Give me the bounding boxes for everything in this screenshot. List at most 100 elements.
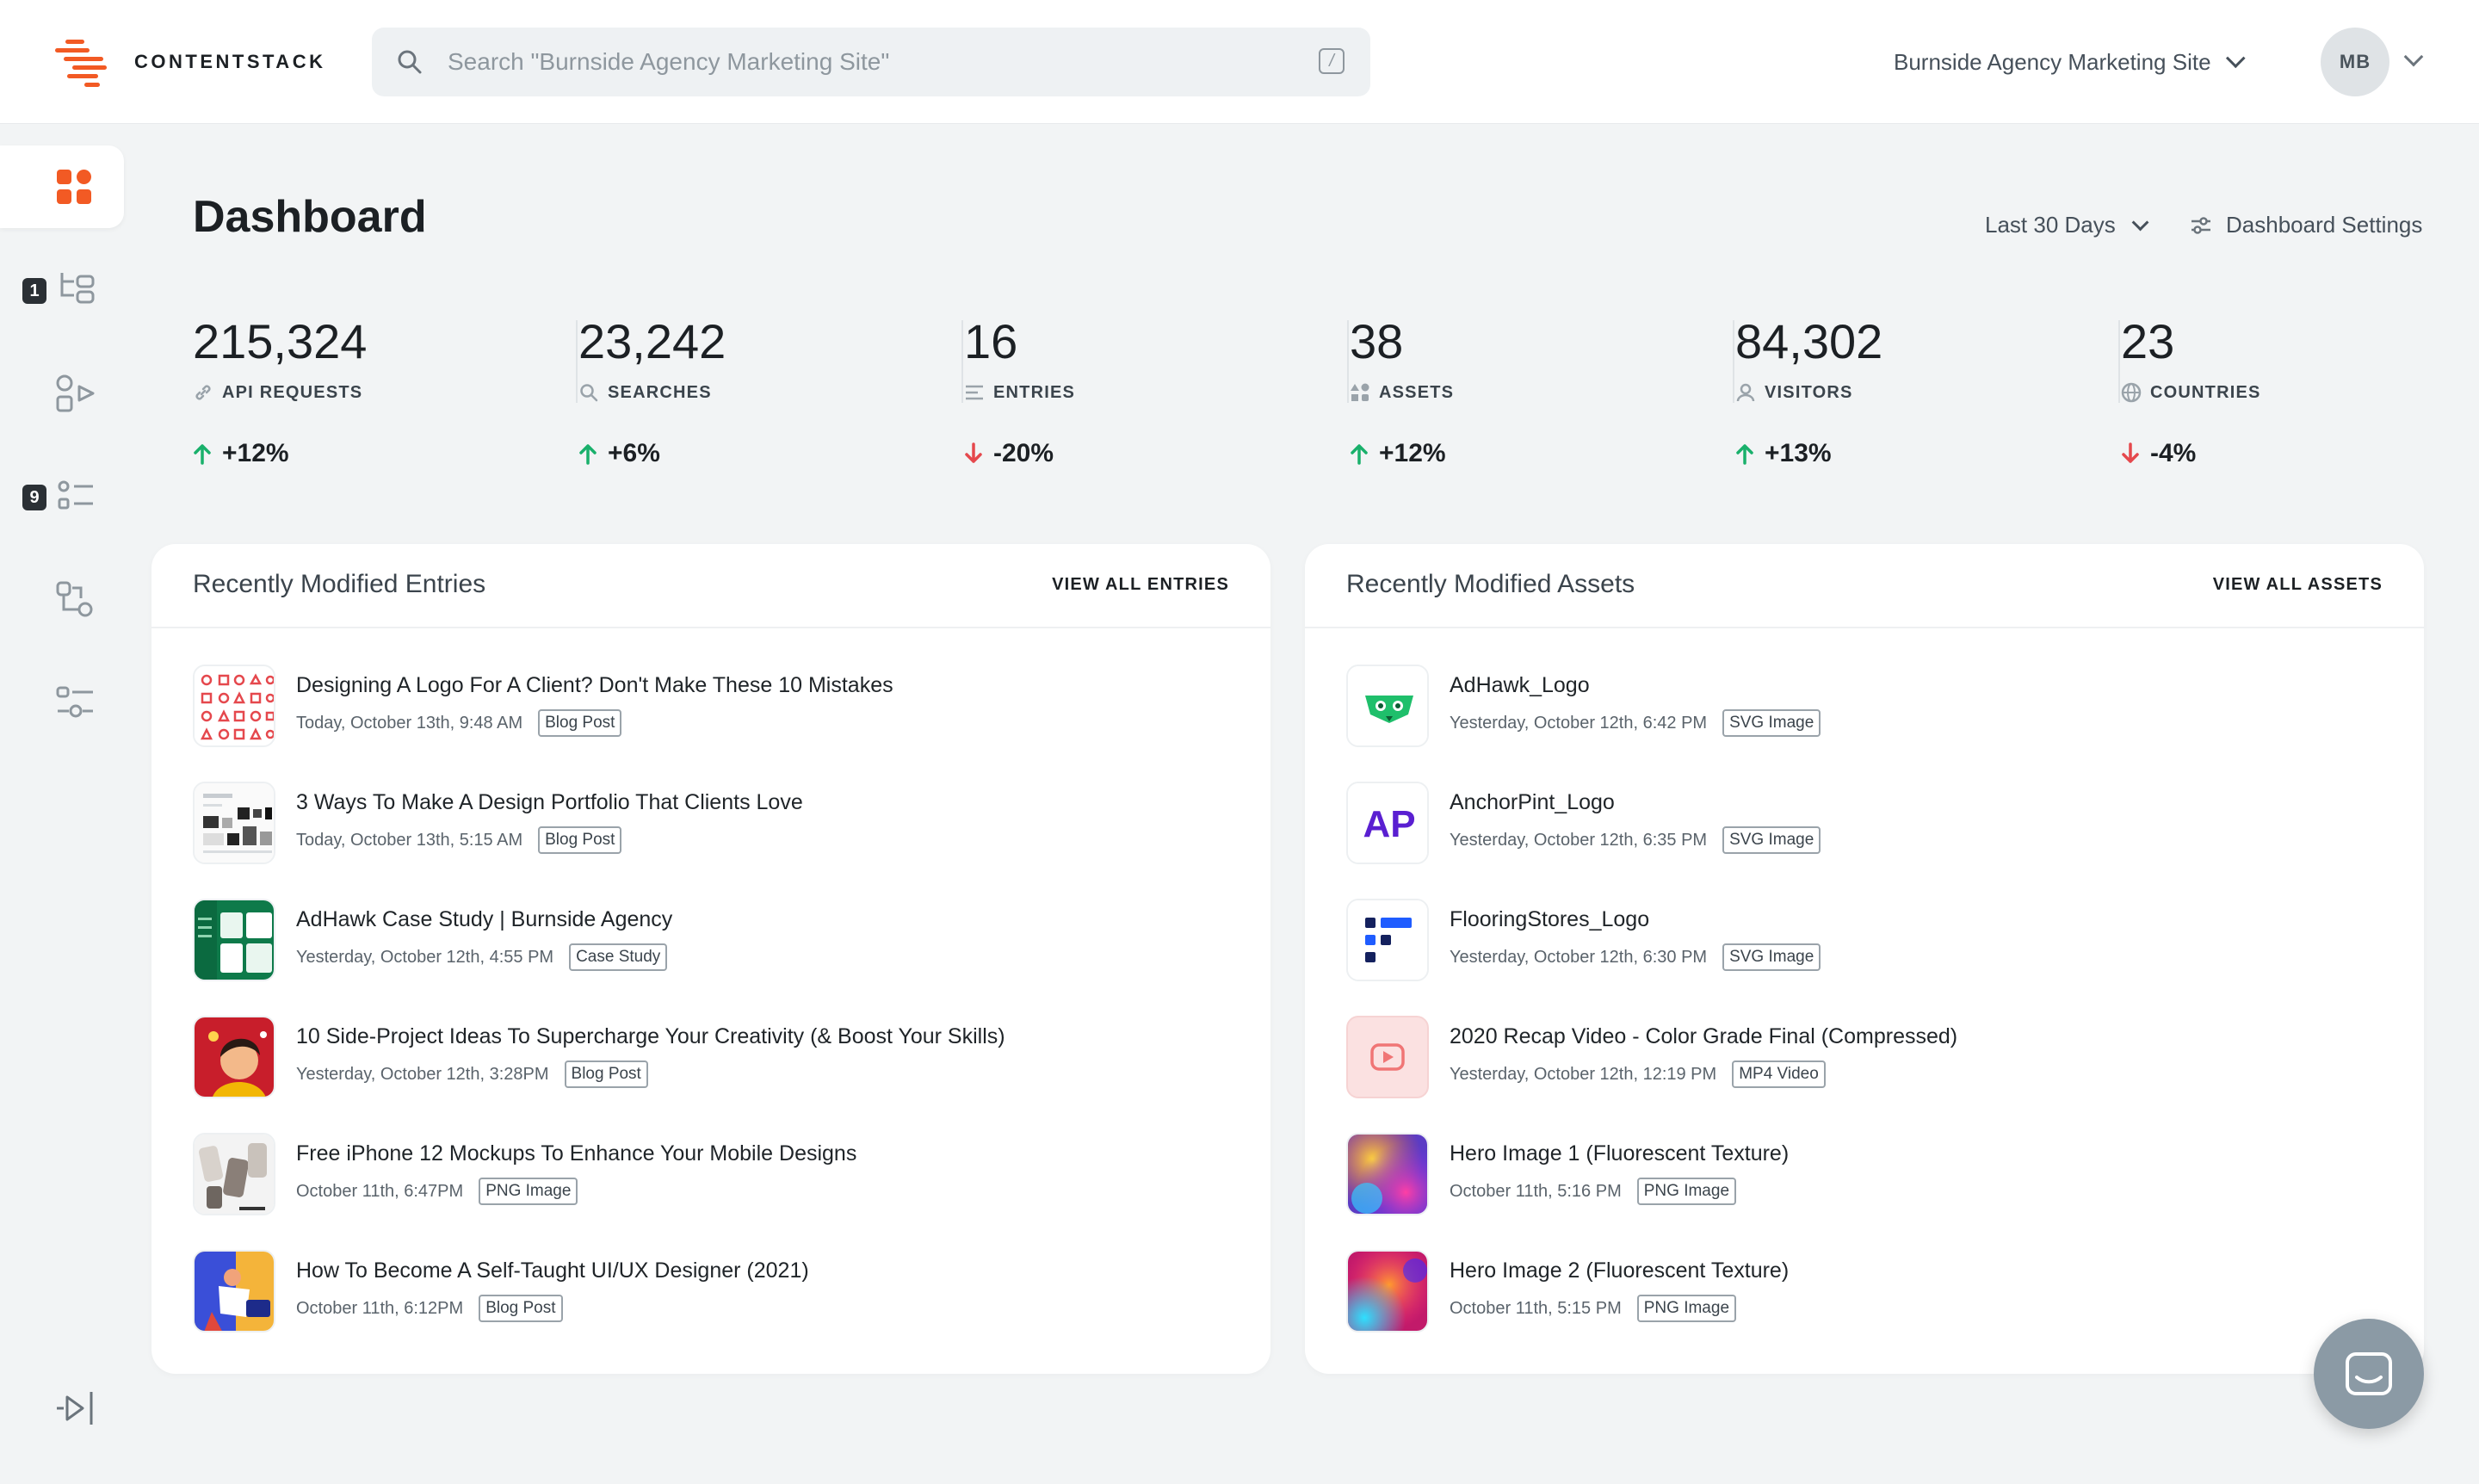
stat-visitors: 84,302 VISITORS +13%: [1735, 310, 2120, 482]
card-header: Recently Modified Entries VIEW ALL ENTRI…: [151, 544, 1270, 628]
chevron-down-icon[interactable]: [2403, 46, 2424, 67]
view-all-entries-link[interactable]: VIEW ALL ENTRIES: [1052, 575, 1229, 594]
content-tree-icon: [60, 273, 95, 304]
sidebar-item-settings[interactable]: [0, 662, 124, 745]
sidebar: 1 9: [0, 125, 129, 1484]
list-item[interactable]: 2020 Recap Video - Color Grade Final (Co…: [1346, 1016, 2379, 1102]
asset-title: AdHawk_Logo: [1450, 673, 1590, 697]
file-type-tag: SVG Image: [1722, 826, 1821, 854]
list-item[interactable]: How To Become A Self-Taught UI/UX Design…: [193, 1250, 1226, 1336]
entry-title: Free iPhone 12 Mockups To Enhance Your M…: [296, 1141, 857, 1166]
site-name: Burnside Agency Marketing Site: [1894, 48, 2211, 75]
entry-title: 10 Side-Project Ideas To Supercharge You…: [296, 1024, 1005, 1048]
user-icon: [1736, 383, 1755, 402]
stat-value: 16: [964, 314, 1018, 368]
contentstack-logo-icon: [52, 38, 112, 87]
sliders-icon: [2192, 216, 2210, 234]
sidebar-item-releases[interactable]: [0, 559, 124, 641]
list-item[interactable]: 3 Ways To Make A Design Portfolio That C…: [193, 782, 1226, 868]
stat-searches: 23,242 SEARCHES +6%: [578, 310, 963, 482]
stat-value: 23,242: [578, 314, 726, 368]
entry-title: Designing A Logo For A Client? Don't Mak…: [296, 673, 893, 697]
asset-date: Yesterday, October 12th, 6:42 PM: [1450, 713, 1708, 733]
stat-change-value: +6%: [608, 439, 660, 467]
sidebar-item-content[interactable]: 1: [0, 249, 124, 331]
list-item[interactable]: Hero Image 2 (Fluorescent Texture) Octob…: [1346, 1250, 2379, 1336]
avatar[interactable]: MB: [2321, 28, 2389, 96]
stat-label-row: SEARCHES: [578, 382, 712, 403]
globe-icon: [2121, 382, 2142, 403]
stat-change-value: +12%: [1379, 439, 1446, 467]
asset-date: Yesterday, October 12th, 6:35 PM: [1450, 830, 1708, 850]
asset-meta: Yesterday, October 12th, 12:19 PM MP4 Vi…: [1450, 1060, 1826, 1088]
recent-entries-card: Recently Modified Entries VIEW ALL ENTRI…: [151, 544, 1270, 1374]
list-item[interactable]: FlooringStores_Logo Yesterday, October 1…: [1346, 899, 2379, 985]
stat-label-row: COUNTRIES: [2121, 382, 2261, 403]
case-study-image: [195, 900, 274, 980]
stat-label: VISITORS: [1765, 382, 1853, 402]
asset-meta: Yesterday, October 12th, 6:42 PM SVG Ima…: [1450, 709, 1821, 737]
list-item[interactable]: Free iPhone 12 Mockups To Enhance Your M…: [193, 1133, 1226, 1219]
icon-grid-image: [195, 666, 274, 745]
asset-thumbnail: [1346, 1016, 1429, 1098]
link-icon: [195, 385, 211, 400]
list-item[interactable]: AdHawk_Logo Yesterday, October 12th, 6:4…: [1346, 665, 2379, 751]
view-all-assets-link[interactable]: VIEW ALL ASSETS: [2212, 575, 2383, 594]
content-type-tag: Blog Post: [538, 826, 622, 854]
collapse-sidebar-icon[interactable]: [55, 1388, 95, 1428]
sidebar-item-workflow[interactable]: [0, 352, 124, 435]
list-item[interactable]: Designing A Logo For A Client? Don't Mak…: [193, 665, 1226, 751]
content-type-tag: Blog Post: [479, 1295, 563, 1322]
file-type-tag: PNG Image: [1636, 1178, 1737, 1205]
asset-date: Yesterday, October 12th, 12:19 PM: [1450, 1064, 1717, 1084]
stats-row: 215,324 API REQUESTS +12% 23,242 SEARCHE…: [193, 310, 2424, 482]
site-selector[interactable]: Burnside Agency Marketing Site: [1894, 36, 2246, 88]
stat-label: API REQUESTS: [222, 382, 363, 402]
stat-label: ASSETS: [1379, 382, 1455, 402]
stat-value: 215,324: [193, 314, 368, 368]
search-icon: [580, 384, 598, 402]
entry-date: Today, October 13th, 9:48 AM: [296, 713, 523, 733]
top-bar: CONTENTSTACK Search "Burnside Agency Mar…: [0, 0, 2479, 124]
entry-thumbnail: [193, 782, 275, 864]
stat-change: +13%: [1735, 439, 1832, 468]
entry-meta: October 11th, 6:12PM Blog Post: [296, 1295, 563, 1322]
asset-meta: October 11th, 5:16 PM PNG Image: [1450, 1178, 1737, 1205]
asset-meta: Yesterday, October 12th, 6:30 PM SVG Ima…: [1450, 943, 1821, 971]
chat-launcher-button[interactable]: [2314, 1319, 2424, 1429]
list-item[interactable]: Hero Image 1 (Fluorescent Texture) Octob…: [1346, 1133, 2379, 1219]
arrow-up-icon: [579, 444, 597, 465]
stat-change: +12%: [1350, 439, 1446, 468]
date-range-label: Last 30 Days: [1985, 212, 2116, 238]
date-range-selector[interactable]: Last 30 Days: [1985, 212, 2149, 238]
content-type-tag: Blog Post: [564, 1060, 648, 1088]
entry-thumbnail: [193, 1016, 275, 1098]
list-item[interactable]: AP AnchorPint_Logo Yesterday, October 12…: [1346, 782, 2379, 868]
illustration-blue-image: [195, 1252, 274, 1331]
dashboard-settings-button[interactable]: Dashboard Settings: [2190, 212, 2422, 238]
stat-countries: 23 COUNTRIES -4%: [2121, 310, 2479, 482]
stat-change: -4%: [2121, 439, 2196, 468]
asset-meta: October 11th, 5:15 PM PNG Image: [1450, 1295, 1737, 1322]
card-title: Recently Modified Entries: [193, 570, 486, 598]
arrow-up-icon: [194, 444, 211, 465]
page-title: Dashboard: [193, 192, 427, 242]
sidebar-item-dashboard[interactable]: [0, 145, 124, 228]
list-item[interactable]: 10 Side-Project Ideas To Supercharge You…: [193, 1016, 1226, 1102]
sidebar-item-tasks[interactable]: 9: [0, 455, 124, 538]
search-bar[interactable]: Search "Burnside Agency Marketing Site" …: [372, 28, 1370, 96]
stat-value: 38: [1350, 314, 1404, 368]
fluorescent-texture-image: [1348, 1252, 1427, 1331]
card-header: Recently Modified Assets VIEW ALL ASSETS: [1305, 544, 2424, 628]
shapes-icon: [1351, 383, 1369, 401]
brand-logo[interactable]: CONTENTSTACK: [52, 38, 325, 87]
list-item[interactable]: AdHawk Case Study | Burnside Agency Yest…: [193, 899, 1226, 985]
search-input[interactable]: Search "Burnside Agency Marketing Site": [448, 48, 890, 75]
content-count-badge: 1: [22, 278, 46, 304]
illustration-red-image: [195, 1017, 274, 1097]
asset-title: AnchorPint_Logo: [1450, 790, 1615, 814]
entry-meta: October 11th, 6:47PM PNG Image: [296, 1178, 578, 1205]
entry-meta: Yesterday, October 12th, 4:55 PM Case St…: [296, 943, 668, 971]
file-type-tag: SVG Image: [1722, 943, 1821, 971]
stat-change-value: +12%: [222, 439, 289, 467]
